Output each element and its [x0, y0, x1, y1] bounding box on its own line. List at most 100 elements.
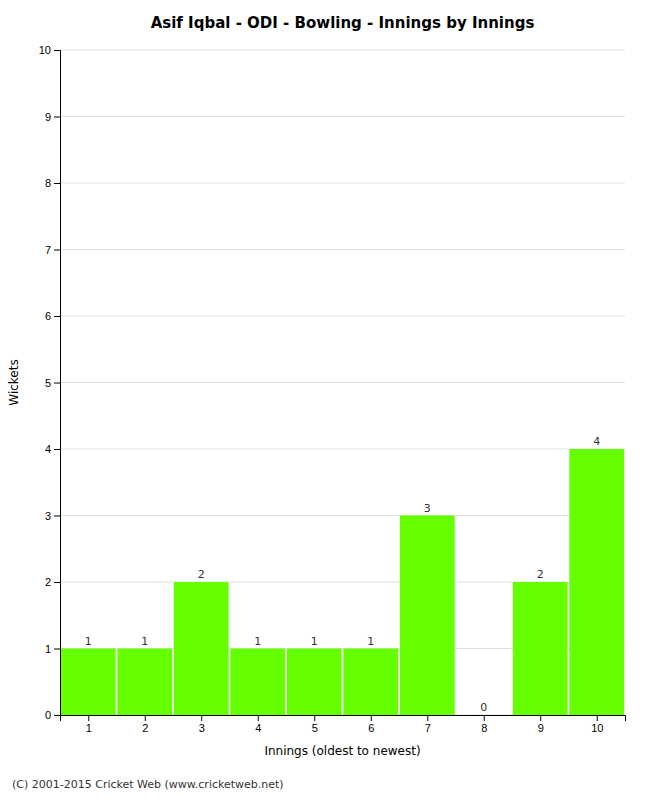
data-label: 1 [311, 635, 318, 648]
tick-mark [258, 715, 259, 721]
grid-line [60, 183, 625, 184]
data-label: 1 [367, 635, 374, 648]
tick-label: 2 [45, 576, 51, 588]
tick-mark [54, 183, 60, 184]
tick-mark [54, 316, 60, 317]
tick-mark [484, 715, 485, 721]
tick-mark [54, 516, 60, 517]
bar [174, 582, 229, 715]
tick: 3 [199, 715, 205, 734]
tick-label: 8 [45, 177, 51, 189]
tick-label: 2 [142, 722, 148, 734]
tick-label: 6 [368, 722, 374, 734]
tick-mark [201, 715, 202, 721]
tick-label: 9 [538, 722, 544, 734]
tick-mark [54, 117, 60, 118]
data-label: 0 [480, 701, 487, 714]
tick: 2 [142, 715, 148, 734]
grid [60, 50, 625, 715]
tick: 5 [312, 715, 318, 734]
tick-mark [54, 50, 60, 51]
tick-label: 5 [45, 377, 51, 389]
footer: (C) 2001-2015 Cricket Web (www.cricketwe… [12, 778, 284, 791]
tick-mark [540, 715, 541, 721]
bars [61, 449, 624, 715]
bar [230, 649, 285, 716]
tick: 6 [45, 310, 60, 322]
tick-label: 8 [481, 722, 487, 734]
grid-line [60, 382, 625, 383]
tick-label: 4 [45, 443, 51, 455]
tick: 6 [368, 715, 374, 734]
tick-mark [54, 582, 60, 583]
tick-mark [54, 715, 60, 716]
tick-label: 7 [425, 722, 431, 734]
tick-label: 10 [39, 44, 51, 56]
tick-label: 1 [86, 722, 92, 734]
tick: 4 [255, 715, 261, 734]
tick: 8 [45, 177, 60, 189]
grid-line [60, 449, 625, 450]
bar [569, 449, 624, 715]
bar [513, 582, 568, 715]
tick-mark [145, 715, 146, 721]
tick: 7 [45, 244, 60, 256]
tick: 0 [45, 709, 60, 721]
tick-label: 4 [255, 722, 261, 734]
chart: 1 1 2 1 1 1 3 0 2 4 1 2 3 4 5 6 7 8 9 10 0 1 2 3 4 5 6 7 8 9 10 Asif Iq… [0, 0, 650, 800]
data-label: 1 [85, 635, 92, 648]
grid-line [60, 249, 625, 250]
data-label: 2 [198, 568, 205, 581]
plot: 1 1 2 1 1 1 3 0 2 4 1 2 3 4 5 6 7 8 9 10 0 1 2 3 4 5 6 7 8 9 10 [39, 44, 626, 734]
tick-mark [427, 715, 428, 721]
tick-mark [371, 715, 372, 721]
data-label: 1 [141, 635, 148, 648]
tick-label: 6 [45, 310, 51, 322]
tick-label: 3 [199, 722, 205, 734]
tick: 9 [45, 111, 60, 123]
tick-mark [54, 649, 60, 650]
tick-mark [314, 715, 315, 721]
axis-line [61, 716, 626, 722]
tick: 3 [45, 510, 60, 522]
grid-line [60, 515, 625, 516]
axis-line [54, 51, 61, 716]
tick: 9 [538, 715, 544, 734]
tick-label: 1 [45, 643, 51, 655]
data-label: 4 [593, 435, 600, 448]
title: Asif Iqbal - ODI - Bowling - Innings by … [151, 14, 535, 32]
data-label: 2 [537, 568, 544, 581]
bar [117, 649, 172, 716]
x-axis: 1 2 3 4 5 6 7 8 9 10 [61, 715, 626, 734]
tick: 1 [45, 643, 60, 655]
x-axis-title: Innings (oldest to newest) [264, 744, 420, 758]
tick-label: 3 [45, 510, 51, 522]
tick-mark [597, 715, 598, 721]
tick-label: 5 [312, 722, 318, 734]
y-axis: 0 1 2 3 4 5 6 7 8 9 10 [39, 44, 61, 721]
tick-mark [54, 383, 60, 384]
tick-label: 9 [45, 111, 51, 123]
y-axis-title: Wickets [7, 359, 21, 405]
grid-line [60, 116, 625, 117]
tick: 2 [45, 576, 60, 588]
bar [343, 649, 398, 716]
grid-line [60, 316, 625, 317]
bar [287, 649, 342, 716]
tick-mark [88, 715, 89, 721]
tick-label: 7 [45, 244, 51, 256]
bar [61, 649, 116, 716]
tick-label: 10 [591, 722, 603, 734]
tick: 10 [591, 715, 603, 734]
data-labels: 1 1 2 1 1 1 3 0 2 4 [85, 435, 601, 714]
data-label: 3 [424, 502, 431, 515]
tick: 5 [45, 377, 60, 389]
tick: 8 [481, 715, 487, 734]
tick: 1 [86, 715, 92, 734]
data-label: 1 [254, 635, 261, 648]
tick: 7 [425, 715, 431, 734]
tick-mark [54, 449, 60, 450]
tick: 10 [39, 44, 60, 56]
tick-mark [54, 250, 60, 251]
grid-line [60, 50, 625, 51]
